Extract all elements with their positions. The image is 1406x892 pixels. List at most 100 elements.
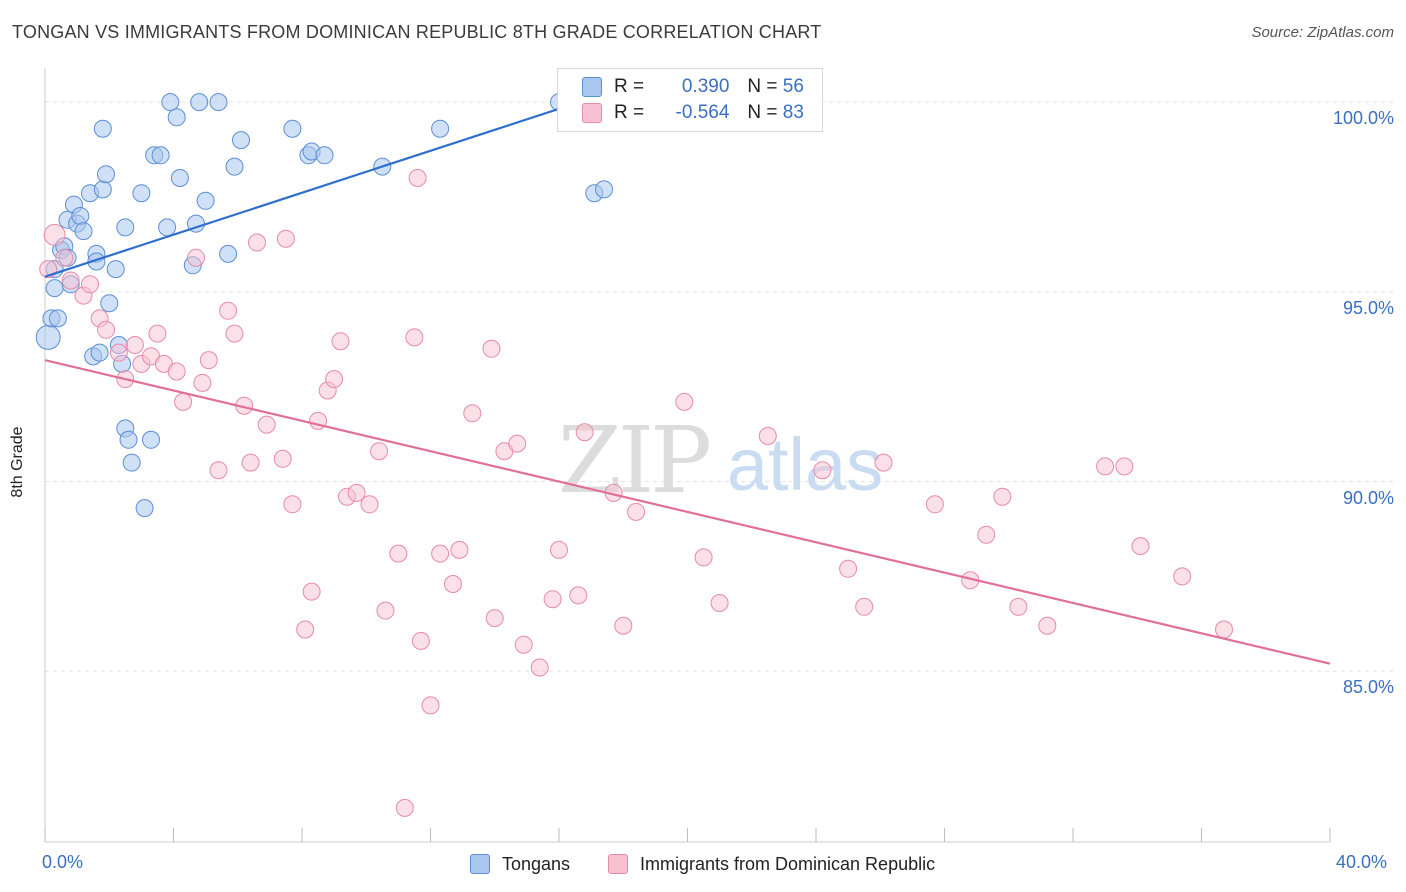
stats-legend: R = 0.390 N = 56 R = -0.564 N = 83 bbox=[557, 68, 823, 132]
tongans-point-22 bbox=[100, 294, 119, 313]
dominican-point-45 bbox=[411, 631, 430, 650]
r-value-dominican: -0.564 bbox=[675, 102, 730, 123]
tongans-point-13 bbox=[74, 222, 93, 241]
dominican-point-66 bbox=[710, 594, 729, 612]
axes bbox=[44, 68, 1331, 843]
tongans-point-47 bbox=[283, 119, 302, 138]
legend-item-tongans: Tongans bbox=[470, 852, 570, 876]
dominican-point-55 bbox=[514, 635, 533, 654]
dominican-point-26 bbox=[257, 415, 276, 434]
dominican-point-20 bbox=[209, 461, 228, 480]
tongans-point-17 bbox=[87, 252, 106, 271]
tongans-point-18 bbox=[90, 343, 109, 362]
chart-title: TONGAN VS IMMIGRANTS FROM DOMINICAN REPU… bbox=[12, 22, 822, 42]
tongans-point-0 bbox=[35, 324, 61, 350]
dominican-point-56 bbox=[530, 658, 549, 677]
x-tick-min: 0.0% bbox=[42, 852, 84, 872]
dominican-point-5 bbox=[81, 275, 99, 294]
grid-lines bbox=[45, 101, 1395, 672]
tongans-point-23 bbox=[106, 260, 125, 279]
stats-row-dominican: R = -0.564 N = 83 bbox=[582, 100, 804, 126]
tongans-point-42 bbox=[196, 191, 215, 210]
r-label: R = bbox=[614, 102, 645, 123]
dominican-point-70 bbox=[855, 597, 874, 616]
dominican-point-10 bbox=[125, 336, 144, 354]
tongans-trend-line bbox=[44, 97, 592, 278]
dominican-point-18 bbox=[193, 373, 212, 392]
dominican-point-54 bbox=[508, 434, 527, 453]
dominican-point-39 bbox=[370, 442, 389, 461]
data-points bbox=[35, 93, 1233, 817]
dominican-point-24 bbox=[241, 453, 260, 472]
dominican-point-7 bbox=[97, 320, 115, 339]
dominican-point-77 bbox=[1038, 616, 1057, 635]
stats-row-tongans: R = 0.390 N = 56 bbox=[582, 74, 804, 100]
dominican-point-65 bbox=[694, 548, 713, 567]
dominican-point-67 bbox=[758, 427, 777, 445]
dominican-point-48 bbox=[444, 575, 462, 593]
dominican-point-1 bbox=[43, 223, 66, 246]
dominican-point-52 bbox=[485, 609, 504, 628]
dominican-point-68 bbox=[813, 461, 832, 480]
dominican-point-27 bbox=[273, 449, 292, 468]
tongans-point-28 bbox=[119, 430, 138, 449]
dominican-point-15 bbox=[167, 362, 186, 381]
legend-item-dominican: Immigrants from Dominican Republic bbox=[608, 852, 935, 876]
dominican-point-17 bbox=[187, 248, 205, 267]
n-label: N = bbox=[747, 76, 778, 97]
dominican-point-37 bbox=[347, 483, 366, 502]
dominican-point-28 bbox=[276, 229, 295, 248]
dominican-point-38 bbox=[360, 495, 379, 514]
dominican-point-13 bbox=[148, 324, 167, 343]
y-tick-1: 95.0% bbox=[1342, 297, 1394, 318]
dominican-point-82 bbox=[1215, 620, 1233, 639]
dominican-point-57 bbox=[543, 590, 562, 609]
tongans-point-31 bbox=[135, 499, 154, 518]
tongans-point-45 bbox=[225, 157, 244, 176]
watermark-zip: ZIP bbox=[558, 407, 709, 514]
trend-lines bbox=[44, 97, 1331, 665]
dominican-point-22 bbox=[225, 324, 244, 343]
dominican-point-2 bbox=[55, 248, 74, 267]
dominican-point-41 bbox=[389, 544, 408, 563]
dominican-point-81 bbox=[1173, 567, 1192, 586]
y-tick-2: 90.0% bbox=[1342, 487, 1394, 508]
dominican-point-31 bbox=[302, 582, 321, 601]
dominican-point-74 bbox=[977, 525, 996, 544]
dominican-point-42 bbox=[395, 798, 414, 817]
dominican-point-51 bbox=[482, 339, 501, 358]
tongans-point-12 bbox=[71, 207, 90, 225]
dominican-point-80 bbox=[1131, 537, 1150, 556]
dominican-point-40 bbox=[376, 601, 395, 620]
dominican-point-21 bbox=[219, 301, 238, 320]
dominican-point-62 bbox=[614, 616, 633, 635]
tongans-point-37 bbox=[167, 108, 186, 127]
tongans-point-3 bbox=[45, 279, 64, 298]
n-value-tongans: 56 bbox=[782, 76, 804, 97]
tongans-point-55 bbox=[595, 180, 613, 199]
tongans-point-50 bbox=[315, 146, 334, 165]
dominican-legend-swatch bbox=[608, 854, 628, 874]
dominican-point-79 bbox=[1115, 457, 1134, 476]
tongans-point-36 bbox=[161, 93, 180, 112]
watermark-atlas: atlas bbox=[727, 423, 883, 506]
tongans-point-29 bbox=[122, 453, 141, 472]
tongans-point-41 bbox=[190, 93, 209, 112]
source-credit: Source: ZipAtlas.com bbox=[1251, 24, 1394, 41]
dominican-point-29 bbox=[283, 495, 302, 514]
tongans-point-19 bbox=[93, 180, 112, 199]
dominican-point-16 bbox=[174, 392, 193, 411]
dominican-point-50 bbox=[463, 404, 482, 423]
dominican-point-72 bbox=[925, 495, 944, 514]
y-axis-label: 8th Grade bbox=[9, 426, 26, 498]
dominican-point-69 bbox=[839, 559, 858, 578]
dominican-point-30 bbox=[296, 620, 315, 639]
dominican-legend-label: Immigrants from Dominican Republic bbox=[640, 853, 936, 874]
y-tick-0: 100.0% bbox=[1332, 108, 1394, 129]
tongans-point-21 bbox=[97, 165, 115, 184]
dominican-point-19 bbox=[199, 351, 218, 370]
n-value-dominican: 83 bbox=[782, 102, 804, 123]
tongans-point-4 bbox=[48, 309, 67, 328]
tongans-point-35 bbox=[158, 218, 177, 237]
